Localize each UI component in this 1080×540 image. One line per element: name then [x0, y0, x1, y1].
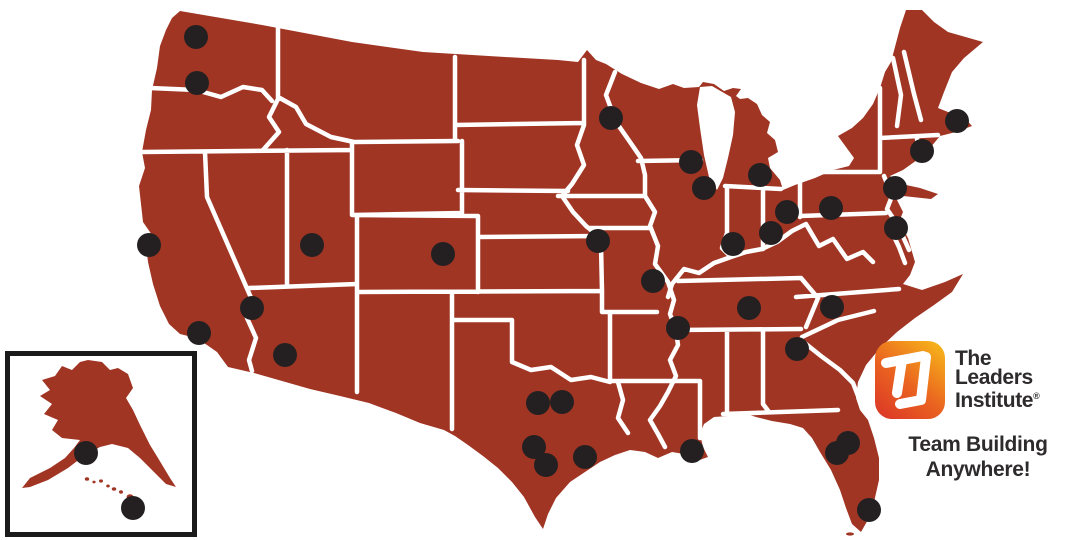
brand-name-line2: Leaders — [955, 366, 1033, 389]
brand-name-line1: The — [955, 347, 992, 370]
registered-trademark: ® — [1033, 391, 1040, 401]
tagline: Team Building Anywhere! — [880, 432, 1076, 482]
location-marker[interactable] — [431, 242, 455, 266]
location-marker[interactable] — [599, 106, 623, 130]
tagline-line2: Anywhere! — [925, 458, 1031, 481]
location-marker[interactable] — [759, 221, 783, 245]
location-marker[interactable] — [550, 390, 574, 414]
location-marker[interactable] — [785, 337, 809, 361]
location-marker[interactable] — [240, 296, 264, 320]
location-marker[interactable] — [586, 229, 610, 253]
tl-monogram-icon — [875, 341, 945, 419]
location-marker[interactable] — [884, 216, 908, 240]
location-marker[interactable] — [666, 316, 690, 340]
location-marker[interactable] — [137, 233, 161, 257]
alaska-shape — [22, 360, 176, 488]
markers-layer — [74, 25, 969, 522]
location-marker[interactable] — [748, 163, 772, 187]
location-marker[interactable] — [825, 441, 849, 465]
location-marker[interactable] — [185, 71, 209, 95]
location-marker[interactable] — [121, 496, 145, 520]
location-marker[interactable] — [184, 25, 208, 49]
location-marker[interactable] — [300, 233, 324, 257]
brand-name-line3: Institute® — [955, 389, 1040, 412]
location-marker[interactable] — [857, 498, 881, 522]
location-marker[interactable] — [820, 295, 844, 319]
location-marker[interactable] — [819, 196, 843, 220]
location-marker[interactable] — [945, 109, 969, 133]
lake-michigan — [697, 86, 735, 190]
location-marker[interactable] — [573, 445, 597, 469]
location-marker[interactable] — [737, 296, 761, 320]
location-marker[interactable] — [721, 232, 745, 256]
tagline-line1: Team Building — [908, 433, 1048, 456]
location-marker[interactable] — [679, 150, 703, 174]
location-marker[interactable] — [775, 200, 799, 224]
location-marker[interactable] — [534, 453, 558, 477]
location-marker[interactable] — [692, 176, 716, 200]
location-marker[interactable] — [910, 139, 934, 163]
location-marker[interactable] — [680, 439, 704, 463]
contiguous-us-shape — [139, 10, 983, 532]
location-marker[interactable] — [522, 435, 546, 459]
alaska-hawaii-inset — [5, 351, 197, 537]
location-marker[interactable] — [74, 441, 98, 465]
location-marker[interactable] — [187, 321, 211, 345]
location-marker[interactable] — [273, 343, 297, 367]
location-marker[interactable] — [526, 391, 550, 415]
leaders-institute-logo[interactable]: The Leaders Institute® — [874, 338, 1040, 422]
florida-keys — [846, 532, 854, 536]
location-marker[interactable] — [641, 269, 665, 293]
location-marker[interactable] — [883, 176, 907, 200]
brand-name: The Leaders Institute® — [955, 347, 1040, 412]
